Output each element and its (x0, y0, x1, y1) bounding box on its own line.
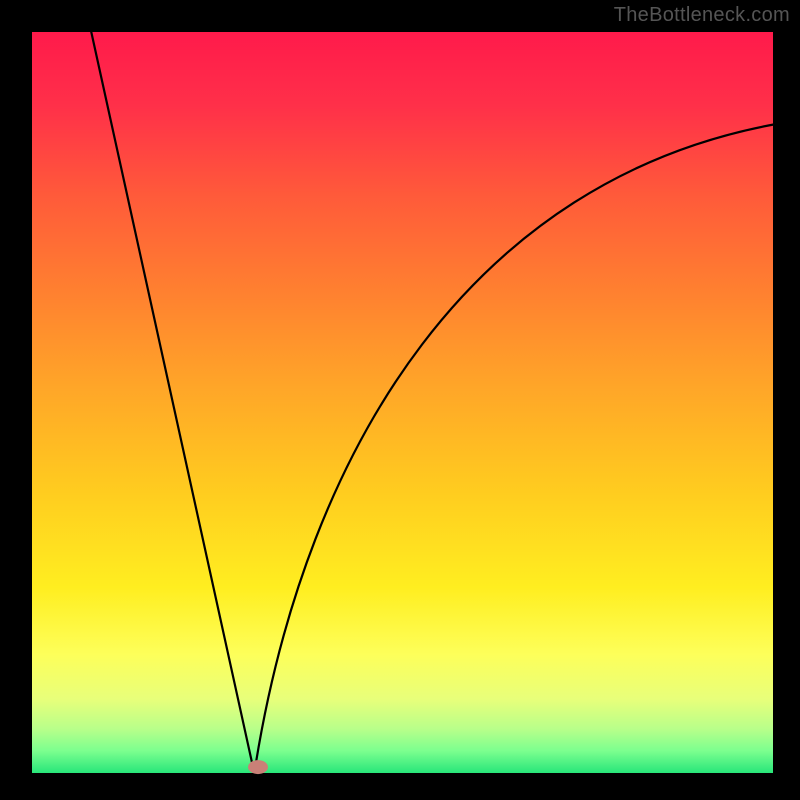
plot-background (32, 32, 773, 773)
optimum-marker (248, 760, 268, 774)
bottleneck-chart (0, 0, 800, 800)
watermark-text: TheBottleneck.com (614, 4, 790, 27)
